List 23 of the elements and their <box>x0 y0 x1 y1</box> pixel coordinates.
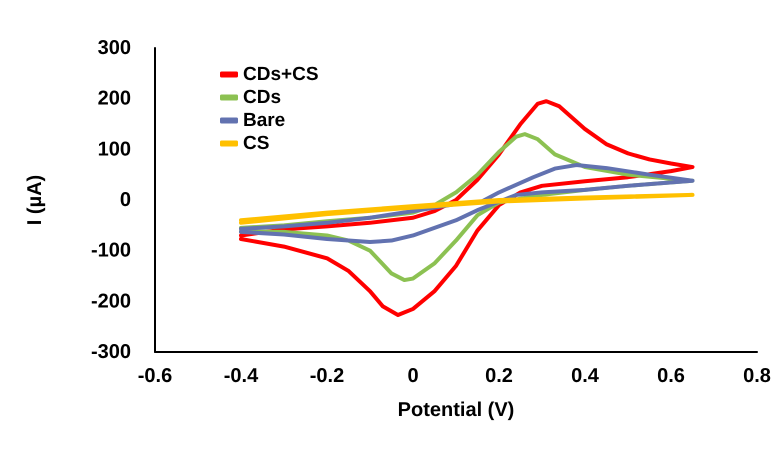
y-tick-label: -100 <box>90 240 131 262</box>
x-tick-label: -0.6 <box>138 365 172 387</box>
y-tick-label: -300 <box>90 341 131 363</box>
legend-label: CDs <box>243 87 282 108</box>
y-tick-label: 0 <box>120 189 131 211</box>
legend-label: CS <box>243 133 270 154</box>
line-series <box>239 163 694 244</box>
y-tick-label: 300 <box>98 37 131 59</box>
line-series <box>239 192 694 225</box>
y-axis-title: I (µA) <box>24 174 46 226</box>
x-tick-label: 0.8 <box>743 365 771 387</box>
x-tick-label: -0.4 <box>224 365 260 387</box>
y-tick-label: 200 <box>98 88 131 110</box>
x-tick-label: 0.6 <box>657 365 685 387</box>
x-axis-title: Potential (V) <box>398 399 514 421</box>
y-tick-label: 100 <box>98 138 131 160</box>
x-tick-label: 0.2 <box>485 365 513 387</box>
legend-label: CDs+CS <box>243 64 318 85</box>
x-tick-label: 0.4 <box>571 365 600 387</box>
x-tick-label: 0 <box>407 365 419 387</box>
legend-label: Bare <box>243 110 286 131</box>
y-tick-label: -200 <box>90 290 131 312</box>
x-tick-label: -0.2 <box>310 365 344 387</box>
